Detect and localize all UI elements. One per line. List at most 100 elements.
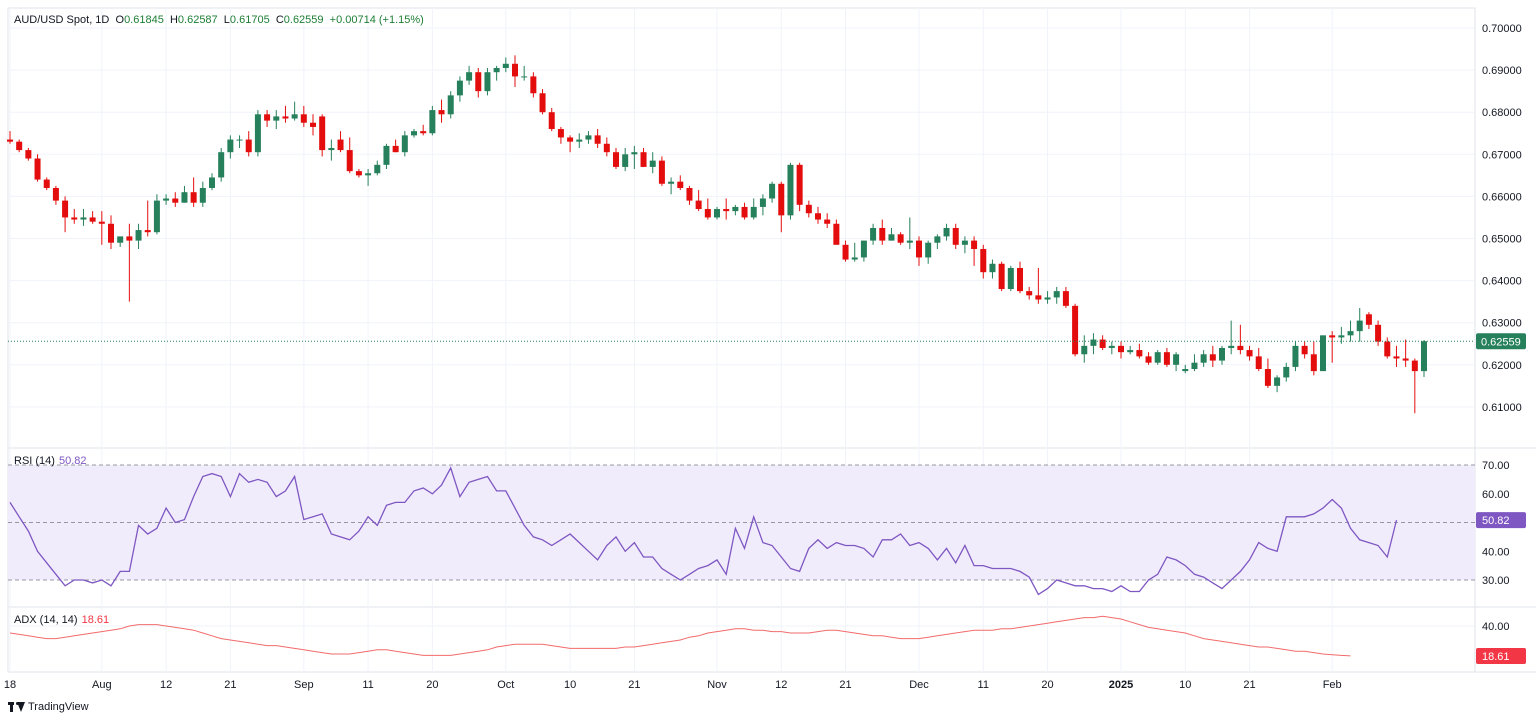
candle-body xyxy=(401,135,408,153)
candle-body xyxy=(980,249,987,273)
candle-body xyxy=(1145,356,1152,363)
candle-body xyxy=(466,72,473,81)
candle-body xyxy=(934,236,941,243)
candle-body xyxy=(1007,267,1014,290)
candle-body xyxy=(1283,366,1290,378)
candle-body xyxy=(447,95,454,115)
x-tick-label: 21 xyxy=(839,679,851,691)
candle-body xyxy=(1219,347,1225,361)
candle-body xyxy=(62,200,69,218)
y-tick-label: 0.69000 xyxy=(1482,65,1522,77)
y-tick-label: 0.65000 xyxy=(1482,234,1522,246)
candle-body xyxy=(906,240,913,243)
candle-body xyxy=(1136,350,1143,357)
candle-body xyxy=(135,230,142,241)
candle-body xyxy=(374,164,381,174)
candle-body xyxy=(273,116,280,121)
candle-body xyxy=(1421,341,1427,372)
y-tick-label: 0.62000 xyxy=(1482,360,1522,372)
candle-body xyxy=(71,217,78,220)
candle-body xyxy=(686,187,693,201)
x-tick-label: Sep xyxy=(294,679,314,691)
candle-body xyxy=(264,114,271,121)
candle-body xyxy=(631,152,638,155)
candle-body xyxy=(1108,345,1115,348)
candle-body xyxy=(337,139,344,151)
candle-body xyxy=(897,234,904,243)
candle-body xyxy=(282,116,289,119)
candle-body xyxy=(860,240,867,258)
candle-body xyxy=(291,114,298,119)
candle-body xyxy=(456,80,463,96)
candle-body xyxy=(1173,354,1180,365)
candle-body xyxy=(851,257,858,260)
candle-body xyxy=(888,234,895,241)
candle-body xyxy=(98,221,105,224)
y-tick-label: 0.67000 xyxy=(1482,149,1522,161)
candle-body xyxy=(153,200,160,233)
y-tick-label: 0.70000 xyxy=(1482,23,1522,35)
x-tick-label: 20 xyxy=(426,679,438,691)
candle-body xyxy=(815,213,821,220)
adx-value: 18.61 xyxy=(81,614,110,626)
candle-body xyxy=(493,67,500,73)
candle-body xyxy=(1099,339,1106,348)
candle-body xyxy=(750,206,757,218)
candle-body xyxy=(475,72,482,92)
adx-tag-label: 18.61 xyxy=(1482,651,1510,663)
candle-body xyxy=(1384,341,1391,357)
candle-body xyxy=(190,192,197,203)
x-tick-label: 21 xyxy=(1243,679,1255,691)
candle-body xyxy=(80,217,87,220)
adx-label: ADX (14, 14) xyxy=(14,614,78,626)
adx-tick-label: 40.00 xyxy=(1482,621,1510,633)
candle-body xyxy=(998,263,1005,290)
candle-body xyxy=(1200,354,1207,363)
candle-body xyxy=(576,139,583,142)
candle-body xyxy=(971,240,978,250)
rsi-band xyxy=(8,465,1475,580)
candle-body xyxy=(254,114,261,153)
candle-body xyxy=(181,192,188,203)
candle-body xyxy=(227,139,234,153)
x-tick-label: Dec xyxy=(909,679,929,691)
candle-body xyxy=(723,209,730,212)
candle-body xyxy=(677,181,684,188)
x-tick-label: 18 xyxy=(4,679,16,691)
candle-body xyxy=(1320,335,1326,372)
candle-body xyxy=(310,122,316,127)
candle-body xyxy=(1356,320,1363,332)
symbol-name: AUD/USD Spot, 1D xyxy=(14,14,110,26)
candle-body xyxy=(7,139,13,142)
candle-body xyxy=(34,158,41,180)
candle-body xyxy=(1026,291,1033,296)
open-value: 0.61845 xyxy=(124,14,164,26)
y-tick-label: 0.66000 xyxy=(1482,191,1522,203)
candle-body xyxy=(1402,358,1409,361)
y-tick-label: 0.68000 xyxy=(1482,107,1522,119)
candle-body xyxy=(1292,345,1299,367)
candle-body xyxy=(530,76,537,94)
y-tick-label: 0.61000 xyxy=(1482,402,1522,414)
candle-body xyxy=(732,206,739,212)
candle-body xyxy=(429,110,436,134)
candle-body xyxy=(1237,345,1244,351)
rsi-tick-label: 70.00 xyxy=(1482,460,1510,472)
candle-body xyxy=(769,183,776,199)
candle-body xyxy=(879,227,886,241)
candle-body xyxy=(1118,345,1124,353)
candle-body xyxy=(1090,339,1097,346)
candle-body xyxy=(1191,362,1198,370)
tradingview-brand[interactable]: TradingView xyxy=(8,701,89,713)
candle-body xyxy=(144,230,151,233)
candle-body xyxy=(1044,297,1051,300)
candle-body xyxy=(842,244,849,260)
rsi-value-tag xyxy=(1476,512,1526,529)
candle-body xyxy=(392,145,399,153)
rsi-value: 50.82 xyxy=(58,455,87,467)
candle-body xyxy=(695,200,702,210)
rsi-label: RSI (14) xyxy=(14,455,55,467)
candle-body xyxy=(209,177,215,188)
candle-body xyxy=(383,145,390,165)
candle-body xyxy=(218,152,225,178)
